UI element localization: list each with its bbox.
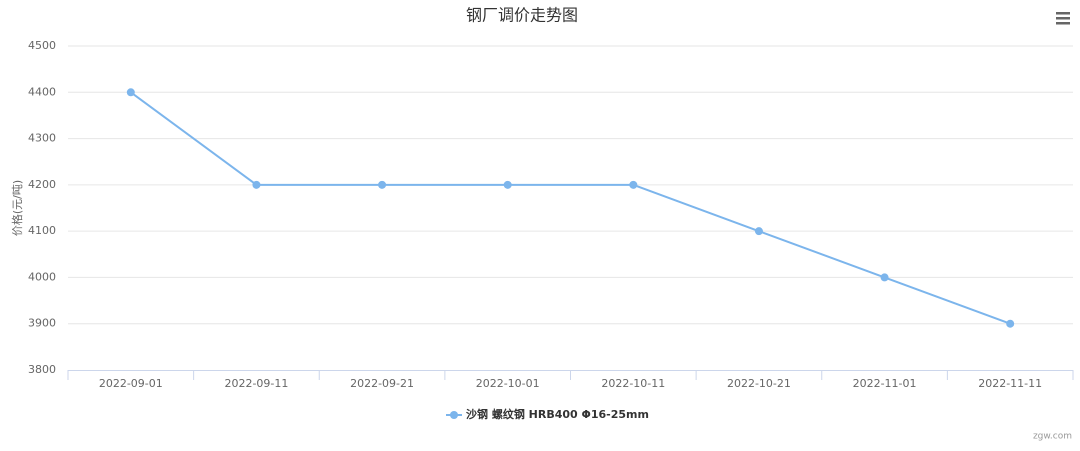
x-tick-label: 2022-09-01 [99,377,163,390]
y-tick-label: 4100 [28,224,56,237]
legend-label: 沙钢 螺纹钢 HRB400 Φ16-25mm [466,407,649,421]
data-point [252,180,261,189]
y-tick-label: 4200 [28,178,56,191]
data-point [880,273,889,282]
x-tick-label: 2022-11-11 [978,377,1042,390]
x-tick-label: 2022-11-01 [853,377,917,390]
menu-button[interactable] [1056,12,1070,25]
y-tick-label: 4500 [28,39,56,52]
x-tick-label: 2022-09-21 [350,377,414,390]
y-tick-label: 3800 [28,363,56,376]
x-tick-label: 2022-10-11 [601,377,665,390]
data-point [1006,319,1015,328]
data-point [754,227,763,236]
series-line [130,91,1011,325]
chart-title: 钢厂调价走势图 [466,6,578,25]
y-tick-label: 4300 [28,132,56,145]
data-point [126,88,135,97]
y-tick-label: 4000 [28,270,56,283]
y-tick-label: 4400 [28,85,56,98]
data-point [503,180,512,189]
y-tick-label: 3900 [28,317,56,330]
x-tick-label: 2022-10-21 [727,377,791,390]
x-tick-label: 2022-09-11 [224,377,288,390]
data-point [629,180,638,189]
y-axis-label: 价格(元/吨) [10,180,24,236]
data-point [378,180,387,189]
credits: zgw.com [1033,432,1072,442]
x-tick-label: 2022-10-01 [476,377,540,390]
legend-symbol [450,411,458,419]
